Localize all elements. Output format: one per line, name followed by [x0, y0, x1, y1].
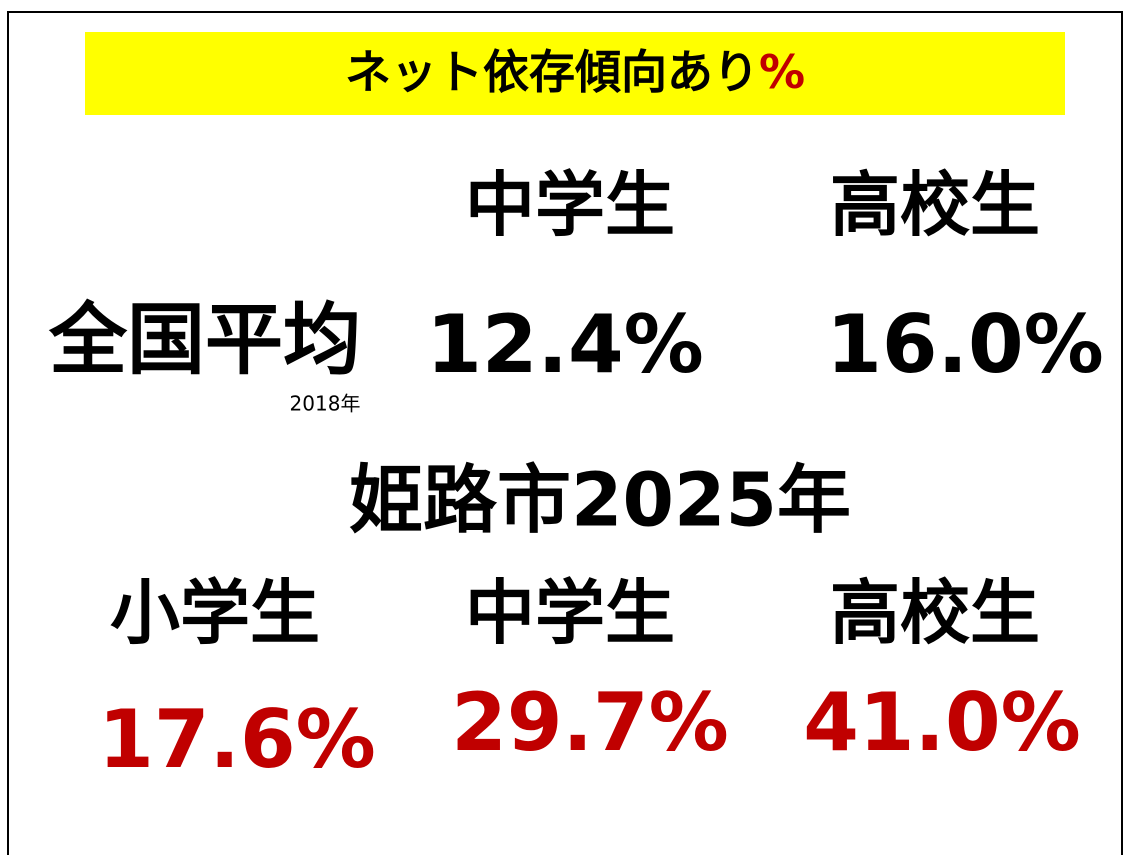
title-text: ネット依存傾向あり	[345, 45, 759, 99]
title-unit: %	[759, 45, 805, 99]
header: 小学生	[110, 572, 320, 654]
value: 29.7%	[451, 676, 729, 769]
header: 高校生	[830, 164, 1040, 246]
year-note: 2018年	[290, 392, 361, 416]
value: 12.4%	[426, 298, 704, 391]
section-label: 姫路市2025年	[349, 458, 851, 544]
title-banner	[85, 32, 1065, 115]
header: 高校生	[830, 572, 1040, 654]
value: 41.0%	[803, 676, 1081, 769]
slide-border	[7, 11, 1123, 855]
value: 16.0%	[826, 298, 1104, 391]
title: ネット依存傾向あり%	[345, 45, 805, 99]
header: 中学生	[465, 572, 675, 654]
value: 17.6%	[98, 693, 376, 786]
row-label: 全国平均	[48, 295, 361, 385]
header: 中学生	[465, 164, 675, 246]
